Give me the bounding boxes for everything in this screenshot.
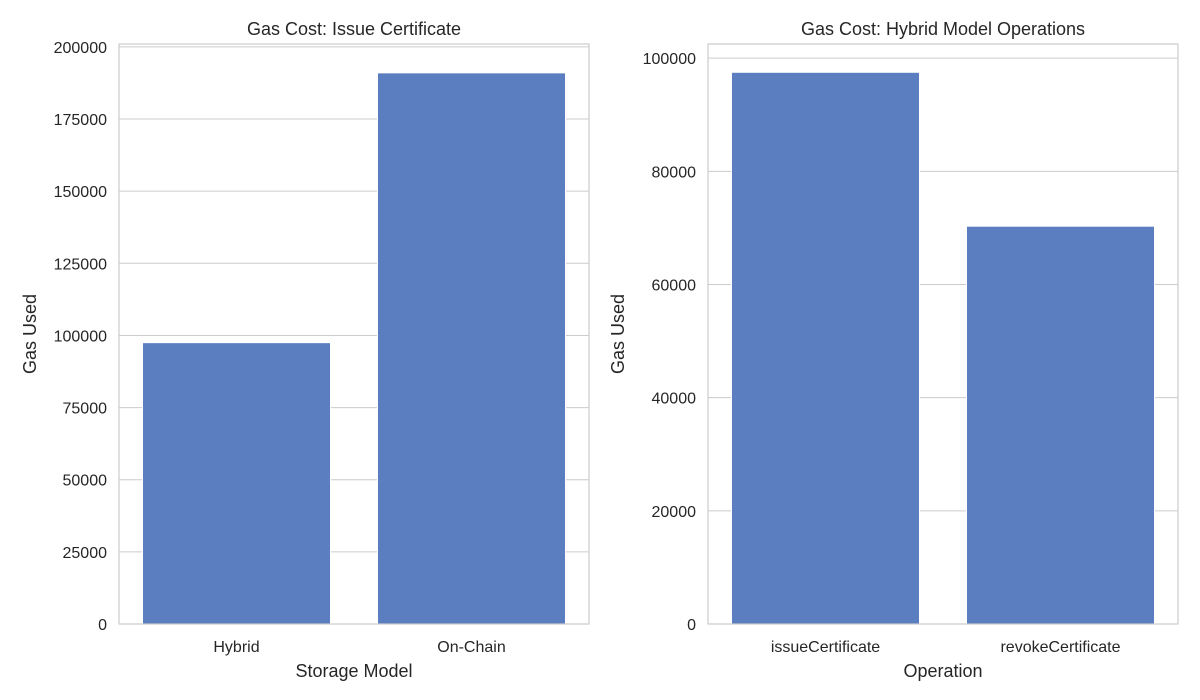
y-tick-label: 20000	[652, 504, 697, 521]
bars	[142, 72, 566, 625]
y-tick-label: 150000	[54, 184, 107, 201]
x-tick-labels: issueCertificate revokeCertificate	[771, 639, 1121, 656]
chart-title: Gas Cost: Issue Certificate	[247, 19, 461, 39]
bar	[142, 342, 331, 625]
chart-issue-certificate: 0 25000 50000 75000 100000 125000 150000 175000…	[20, 19, 590, 681]
y-tick-label: 200000	[54, 40, 107, 57]
y-tick-label: 50000	[63, 473, 108, 490]
y-tick-label: 175000	[54, 112, 107, 129]
y-tick-label: 125000	[54, 256, 107, 273]
y-tick-labels: 0 20000 40000 60000 80000 100000	[643, 51, 696, 634]
y-tick-label: 80000	[652, 164, 697, 181]
y-tick-label: 0	[98, 617, 107, 634]
x-tick-label: issueCertificate	[771, 639, 880, 656]
chart-title: Gas Cost: Hybrid Model Operations	[801, 19, 1085, 39]
x-tick-label: revokeCertificate	[1000, 639, 1120, 656]
y-tick-label: 100000	[643, 51, 696, 68]
y-tick-label: 75000	[63, 401, 108, 418]
x-axis-label: Storage Model	[295, 661, 412, 681]
x-tick-labels: Hybrid On-Chain	[213, 639, 505, 656]
y-axis-label: Gas Used	[20, 294, 40, 374]
bar	[377, 72, 566, 625]
y-tick-label: 25000	[63, 545, 108, 562]
bars	[731, 71, 1155, 625]
bar	[731, 71, 920, 625]
x-tick-label: Hybrid	[213, 639, 259, 656]
plot-frame	[707, 43, 1179, 625]
plot-frame	[118, 43, 590, 625]
y-tick-labels: 0 25000 50000 75000 100000 125000 150000 175000…	[54, 40, 107, 634]
y-tick-label: 100000	[54, 328, 107, 345]
x-axis-label: Operation	[903, 661, 982, 681]
y-tick-label: 0	[687, 617, 696, 634]
y-tick-label: 60000	[652, 277, 697, 294]
y-tick-label: 40000	[652, 391, 697, 408]
bar	[966, 225, 1155, 625]
y-axis-label: Gas Used	[608, 294, 628, 374]
x-tick-label: On-Chain	[437, 639, 505, 656]
chart-hybrid-operations: 0 20000 40000 60000 80000 100000 issueCertifi…	[608, 19, 1179, 681]
